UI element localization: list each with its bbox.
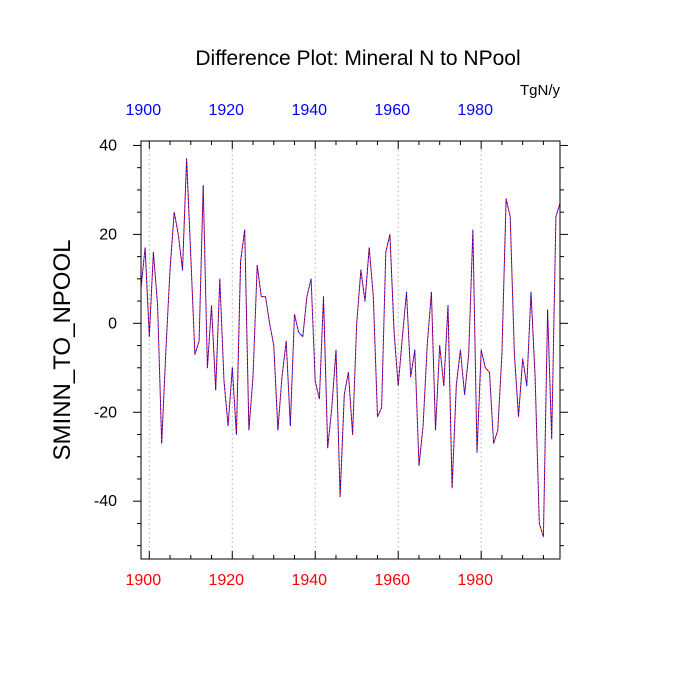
x-tick-label-top-1920: 1920 [208, 102, 244, 119]
x-tick-label-bottom-1900: 1900 [126, 572, 162, 589]
series-line-red-0 [140, 158, 561, 538]
x-tick-label-top-1980: 1980 [457, 102, 493, 119]
tick-labels: 1900 1900 1920 1920 1940 1940 1960 1960 1980 1980… [94, 102, 493, 589]
x-tick-label-top-1900: 1900 [126, 102, 162, 119]
x-grid [148, 141, 482, 559]
y-tick-label-0: 0 [108, 315, 117, 332]
plot-frame [140, 140, 561, 560]
x-tick-label-bottom-1980: 1980 [457, 572, 493, 589]
chart-title: Difference Plot: Mineral N to NPool [195, 47, 520, 70]
axes [133, 140, 568, 560]
y-tick-label--40: -40 [94, 493, 117, 510]
x-tick-label-bottom-1920: 1920 [208, 572, 244, 589]
x-tick-label-bottom-1960: 1960 [374, 572, 410, 589]
units-label: TgN/y [520, 82, 561, 99]
y-axis-label: SMINN_TO_NPOOL [49, 240, 76, 461]
x-tick-label-top-1960: 1960 [374, 102, 410, 119]
series-line-blue-0 [140, 158, 561, 538]
series-layer [140, 158, 561, 538]
x-tick-label-bottom-1940: 1940 [291, 572, 327, 589]
x-tick-label-top-1940: 1940 [291, 102, 327, 119]
y-tick-label-20: 20 [99, 226, 117, 243]
y-tick-label-40: 40 [99, 137, 117, 154]
y-tick-label--20: -20 [94, 404, 117, 421]
